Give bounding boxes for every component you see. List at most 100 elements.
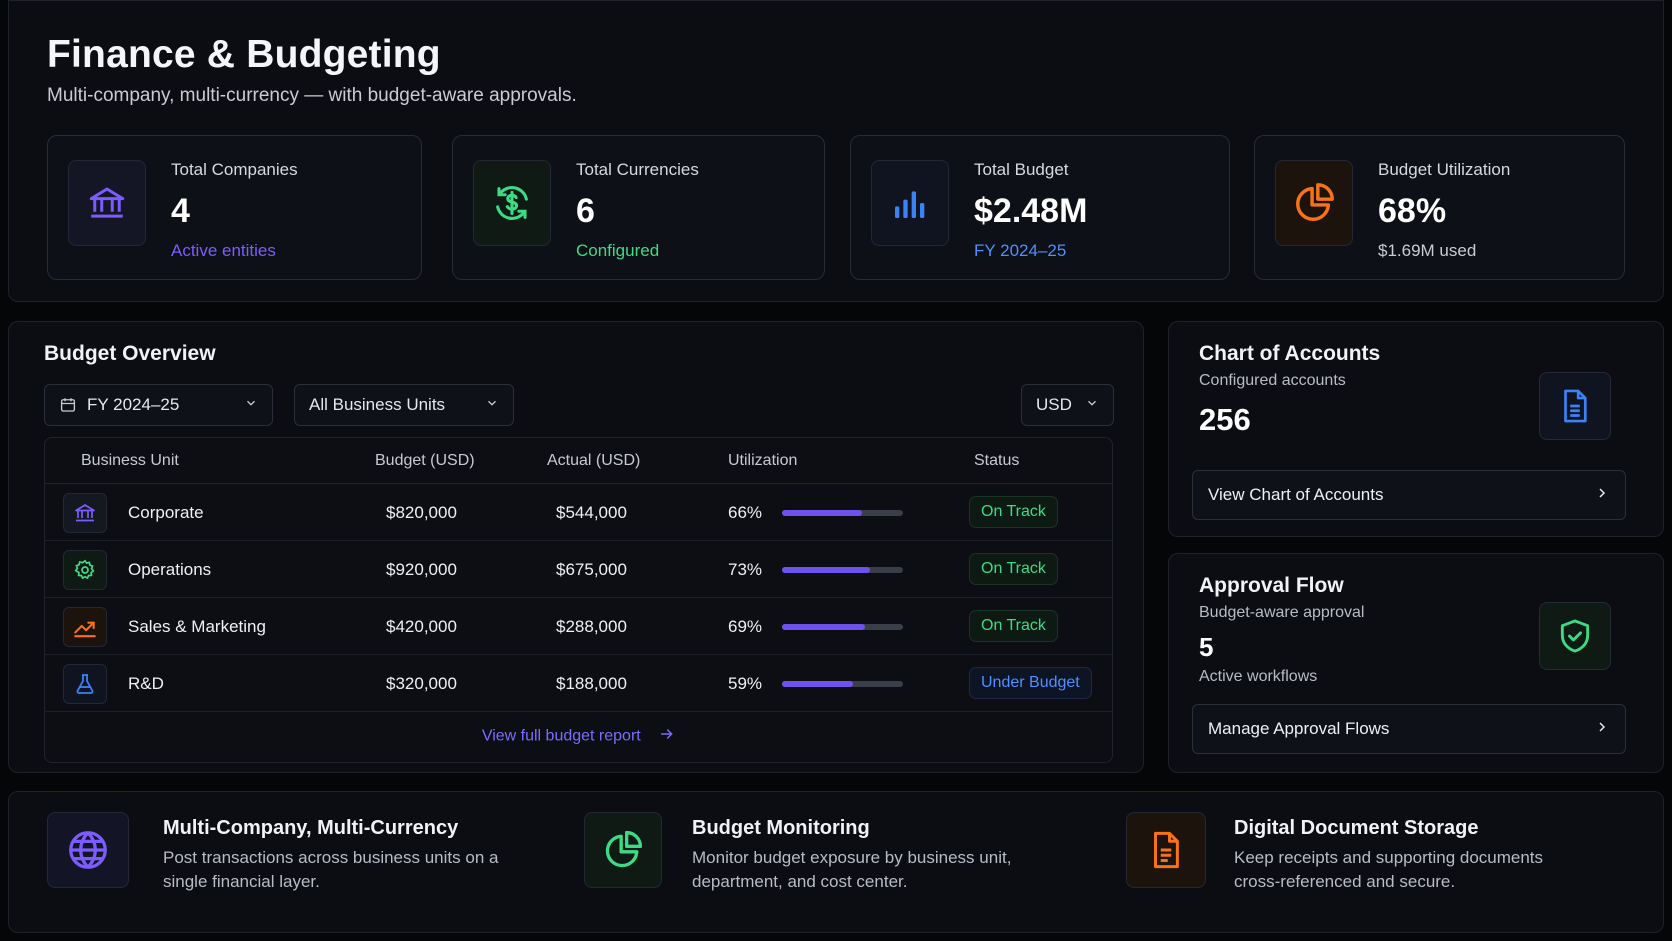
actual-value: $188,000	[556, 674, 627, 693]
summary-panel: Finance & Budgeting Multi-company, multi…	[8, 0, 1664, 302]
view-report-label: View full budget report	[481, 727, 641, 745]
utilization-bar	[782, 624, 903, 630]
page-subtitle: Multi-company, multi-currency — with bud…	[47, 85, 577, 106]
status-badge: On Track	[969, 610, 1058, 642]
stat-sub: Configured	[576, 241, 660, 260]
stat-value: 68%	[1378, 192, 1447, 230]
view-report-link[interactable]: View full budget report	[45, 726, 1112, 747]
manage-approval-flows-button[interactable]: Manage Approval Flows	[1192, 704, 1626, 754]
trend-up-icon	[63, 607, 107, 647]
page-title: Finance & Budgeting	[47, 33, 441, 76]
section-title: Budget Overview	[44, 342, 216, 365]
chevron-right-icon	[1594, 719, 1610, 740]
column-header[interactable]: Utilization	[728, 452, 798, 469]
approval-flow-panel: Approval Flow Budget-aware approval 5 Ac…	[1168, 553, 1664, 773]
fiscal-year-select[interactable]: FY 2024–25	[44, 384, 273, 426]
stat-label: Total Budget	[974, 160, 1069, 179]
feature-description-line: department, and cost center.	[692, 872, 908, 891]
pie-chart-icon	[584, 812, 662, 888]
section-subtitle: Configured accounts	[1199, 372, 1346, 389]
currency-exchange-icon	[473, 160, 551, 246]
button-label: View Chart of Accounts	[1208, 485, 1384, 504]
stat-sub: $1.69M used	[1378, 241, 1477, 260]
utilization-percent: 69%	[728, 617, 763, 636]
stat-value: 4	[171, 192, 190, 230]
feature-description-line: cross-referenced and secure.	[1234, 872, 1456, 891]
stat-card-currencies[interactable]: Total Currencies 6 Configured	[452, 135, 825, 280]
utilization-bar	[782, 567, 903, 573]
utilization-bar-fill	[782, 681, 854, 687]
document-icon	[1539, 372, 1611, 440]
chevron-down-icon	[1085, 395, 1099, 415]
column-header[interactable]: Status	[974, 452, 1020, 469]
feature-title: Multi-Company, Multi-Currency	[163, 817, 459, 839]
budget-table: Business Unit Budget (USD) Actual (USD) …	[44, 437, 1113, 763]
currency-value: USD	[1036, 395, 1072, 414]
business-unit-select[interactable]: All Business Units	[294, 384, 514, 426]
accounts-count: 256	[1199, 402, 1251, 437]
column-header[interactable]: Budget (USD)	[375, 452, 475, 469]
status-badge: Under Budget	[969, 667, 1092, 699]
utilization-percent: 66%	[728, 503, 763, 522]
budget-value: $820,000	[386, 503, 457, 522]
feature-description-line: Monitor budget exposure by business unit…	[692, 848, 1012, 867]
stat-label: Budget Utilization	[1378, 160, 1511, 179]
flask-icon	[63, 664, 107, 704]
table-row[interactable]: Operations $920,000 $675,000 73% On Trac…	[45, 541, 1112, 598]
features-panel: Multi-Company, Multi-Currency Post trans…	[8, 791, 1664, 933]
actual-value: $675,000	[556, 560, 627, 579]
chevron-down-icon	[244, 395, 258, 415]
stat-card-budget[interactable]: Total Budget $2.48M FY 2024–25	[850, 135, 1230, 280]
utilization-bar-fill	[782, 567, 871, 573]
utilization-bar-fill	[782, 510, 862, 516]
pie-chart-icon	[1275, 160, 1353, 246]
table-header: Business Unit Budget (USD) Actual (USD) …	[45, 438, 1112, 484]
button-label: Manage Approval Flows	[1208, 719, 1390, 738]
feature-description: Post transactions across business units …	[163, 846, 498, 894]
unit-name: Sales & Marketing	[128, 617, 266, 636]
unit-name: R&D	[128, 674, 164, 693]
stat-card-companies[interactable]: Total Companies 4 Active entities	[47, 135, 422, 280]
status-badge: On Track	[969, 553, 1058, 585]
view-chart-of-accounts-button[interactable]: View Chart of Accounts	[1192, 470, 1626, 520]
status-badge: On Track	[969, 496, 1058, 528]
workflow-count-label: Active workflows	[1199, 668, 1318, 685]
table-row[interactable]: R&D $320,000 $188,000 59% Under Budget	[45, 655, 1112, 712]
chevron-right-icon	[1594, 485, 1610, 506]
utilization-bar	[782, 681, 903, 687]
stat-card-utilization[interactable]: Budget Utilization 68% $1.69M used	[1254, 135, 1625, 280]
budget-value: $920,000	[386, 560, 457, 579]
table-row[interactable]: Sales & Marketing $420,000 $288,000 69% …	[45, 598, 1112, 655]
feature-description: Monitor budget exposure by business unit…	[692, 846, 1011, 894]
document-icon	[1126, 812, 1206, 888]
section-subtitle: Budget-aware approval	[1199, 604, 1365, 621]
utilization-percent: 59%	[728, 674, 763, 693]
unit-name: Operations	[128, 560, 212, 579]
utilization-bar	[782, 510, 903, 516]
section-title: Approval Flow	[1199, 574, 1344, 597]
column-header[interactable]: Business Unit	[81, 452, 179, 469]
bar-chart-icon	[871, 160, 949, 246]
feature-description-line: Keep receipts and supporting documents	[1234, 848, 1544, 867]
budget-value: $420,000	[386, 617, 457, 636]
feature-title: Digital Document Storage	[1234, 817, 1479, 839]
stat-sub: Active entities	[171, 241, 276, 260]
feature-description-line: Post transactions across business units …	[163, 848, 499, 867]
calendar-icon	[59, 396, 77, 414]
actual-value: $288,000	[556, 617, 627, 636]
budget-overview-panel: Budget Overview FY 2024–25 All Business …	[8, 321, 1144, 773]
column-header[interactable]: Actual (USD)	[547, 452, 641, 469]
arrow-right-icon	[659, 726, 675, 747]
utilization-bar-fill	[782, 624, 866, 630]
feature-description: Keep receipts and supporting documents c…	[1234, 846, 1543, 894]
fiscal-year-value: FY 2024–25	[87, 395, 180, 414]
feature-title: Budget Monitoring	[692, 817, 870, 839]
workflow-count: 5	[1199, 632, 1214, 662]
gear-icon	[63, 550, 107, 590]
stat-sub: FY 2024–25	[974, 241, 1067, 260]
table-row[interactable]: Corporate $820,000 $544,000 66% On Track	[45, 484, 1112, 541]
unit-name: Corporate	[128, 503, 204, 522]
actual-value: $544,000	[556, 503, 627, 522]
feature-description-line: single financial layer.	[163, 872, 320, 891]
currency-select[interactable]: USD	[1021, 384, 1114, 426]
